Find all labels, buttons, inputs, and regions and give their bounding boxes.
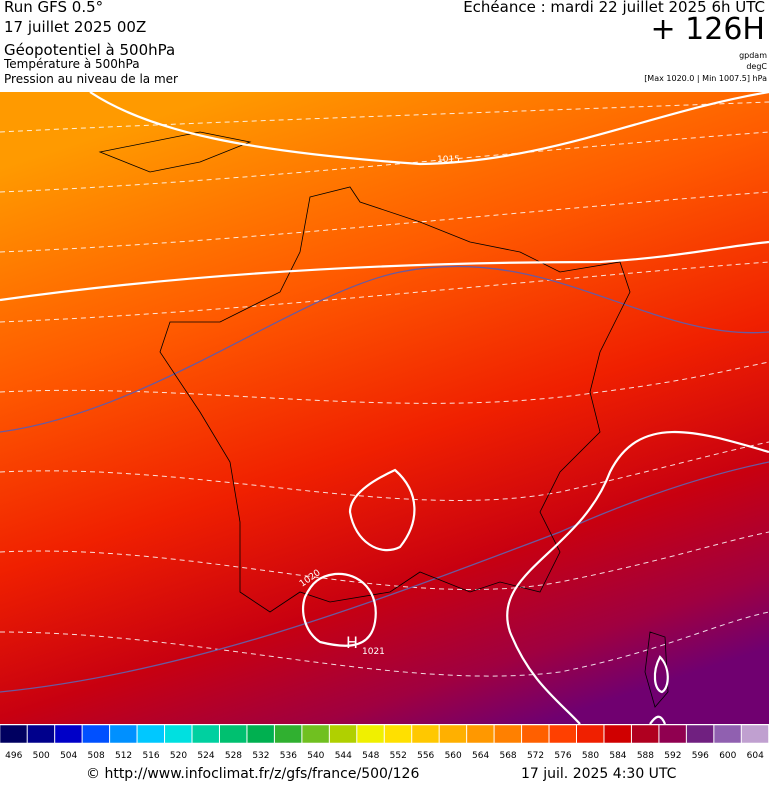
colorbar-cell [603,724,632,744]
colorbar-cell [549,724,577,744]
colorbar-cell [713,724,742,744]
high-marker: H [346,633,358,652]
colorbar-label: 584 [609,751,626,761]
colorbar-label: 600 [719,751,736,761]
colorbar-cell [741,724,769,744]
colorbar-cell [219,724,247,744]
field: Pression au niveau de la mer [4,72,178,86]
lead-time: + 126H [650,12,766,47]
colorbar-cell [658,724,687,744]
colorbar-label: 568 [499,751,516,761]
colorbar-label: 596 [692,751,709,761]
colorbar-label: 500 [33,751,50,761]
unit: [Max 1020.0 | Min 1007.5] hPa [644,74,767,83]
colorbar-label: 536 [280,751,297,761]
temperature-contours [0,101,769,677]
colorbar-cell [384,724,412,744]
colorbar-label: 508 [88,751,105,761]
field: Géopotentiel à 500hPa [4,41,176,59]
colorbar-cell [54,724,83,744]
run: Run GFS 0.5° [4,0,104,16]
colorbar-label: 564 [472,751,489,761]
colorbar-label: 576 [554,751,571,761]
colorbar-cell [109,724,138,744]
colorbar-cell [164,724,193,744]
colorbar-label: 604 [747,751,764,761]
colorbar-cell [192,724,220,744]
unit: degC [746,62,767,71]
colorbar-cell [137,724,165,744]
colorbar-cell [274,724,302,744]
colorbar-label: 592 [664,751,681,761]
colorbar-cell [0,724,28,744]
issued: 17 juil. 2025 4:30 UTC [521,766,677,782]
run-date: 17 juillet 2025 00Z [4,18,147,36]
colorbar-label: 504 [60,751,77,761]
coastlines [98,131,669,708]
high-value: 1021 [362,647,385,657]
colorbar-cell [329,724,357,744]
colorbar-label: 544 [335,751,352,761]
valid-time: Echéance : mardi 22 juillet 2025 6h UTC [463,0,765,16]
colorbar-label: 548 [362,751,379,761]
colorbar-cell [576,724,604,744]
temperature-field [0,92,769,724]
isobar-label: 1015 [437,155,460,165]
colorbar-cell [27,724,55,744]
isobars [0,92,769,724]
colorbar-cell [246,724,275,744]
colorbar-label: 516 [142,751,159,761]
source: © http://www.infoclimat.fr/z/gfs/france/… [86,766,420,782]
colorbar: 496 500 504 508 512 516 520 524 528 532 536 540 544 5… [0,724,769,761]
colorbar-cell [466,724,495,744]
colorbar-label: 532 [252,751,269,761]
colorbar-cell [439,724,467,744]
field: Température à 500hPa [4,57,140,71]
colorbar-label: 580 [582,751,599,761]
colorbar-cell [356,724,385,744]
colorbar-label: 524 [197,751,214,761]
colorbar-cell [411,724,440,744]
colorbar-cell [82,724,110,744]
colorbar-cell [686,724,714,744]
colorbar-label: 552 [390,751,407,761]
colorbar-label: 520 [170,751,187,761]
colorbar-label: 572 [527,751,544,761]
colorbar-label: 496 [5,751,22,761]
colorbar-label: 556 [417,751,434,761]
unit: gpdam [739,51,767,60]
colorbar-label: 528 [225,751,242,761]
map: 1015 1020 H 1021 [0,92,769,724]
geopotential-contours [0,265,769,693]
colorbar-label: 560 [445,751,462,761]
colorbar-label: 588 [637,751,654,761]
colorbar-cell [494,724,522,744]
colorbar-cell [301,724,330,744]
colorbar-cell [631,724,659,744]
colorbar-label: 512 [115,751,132,761]
colorbar-cell [521,724,550,744]
colorbar-label: 540 [307,751,324,761]
